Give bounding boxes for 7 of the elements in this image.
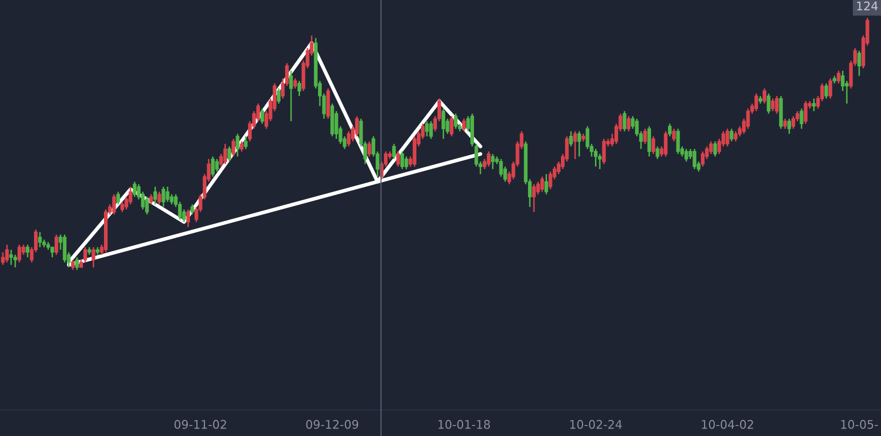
x-tick-label: 09-11-02: [174, 420, 226, 429]
x-tick-label: 10-02-24: [570, 420, 622, 429]
x-tick-label: 10-05-: [841, 420, 878, 429]
text: 124: [857, 2, 878, 10]
x-tick-label: 09-12-09: [306, 420, 358, 429]
x-tick-label: 10-04-02: [702, 420, 754, 429]
x-tick-label: 10-01-18: [438, 420, 490, 429]
